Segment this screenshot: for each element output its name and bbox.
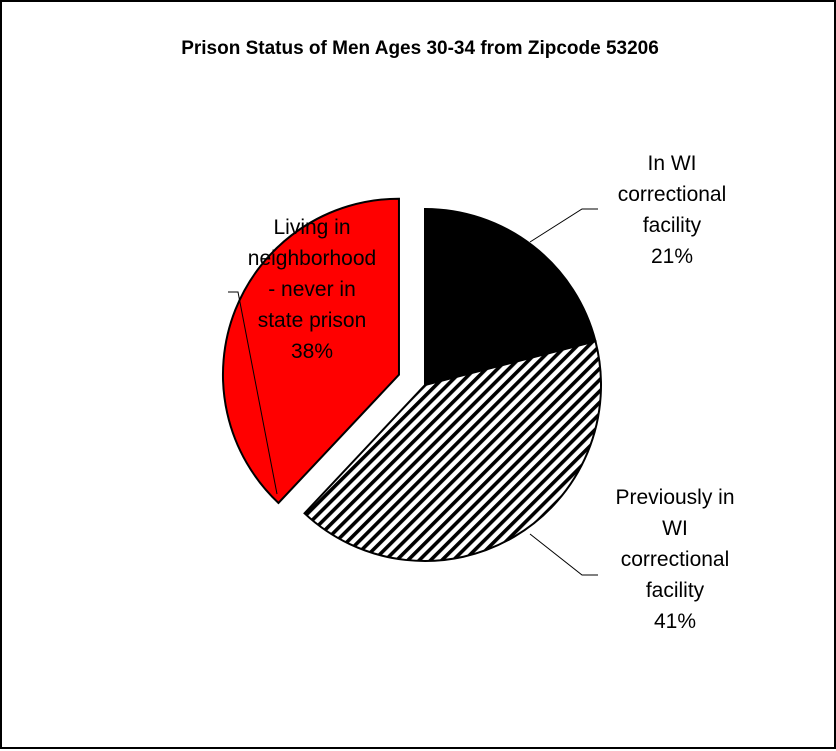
slice-label-line: facility bbox=[643, 214, 702, 237]
slice-percent-label: 38% bbox=[291, 340, 333, 363]
leader-line bbox=[529, 208, 598, 243]
slice-label-line: state prison bbox=[258, 309, 367, 332]
slice-label-line: correctional bbox=[618, 183, 727, 206]
slice-label-line: Previously in bbox=[615, 486, 734, 509]
slice-label-line: - never in bbox=[268, 278, 356, 301]
chart-title: Prison Status of Men Ages 30-34 from Zip… bbox=[181, 38, 659, 59]
slice-label-line: correctional bbox=[621, 548, 730, 571]
slice-label-line: Living in bbox=[273, 216, 350, 239]
slice-percent-label: 21% bbox=[651, 245, 693, 268]
pie-slice bbox=[303, 340, 602, 562]
slice-percent-label: 41% bbox=[654, 610, 696, 633]
pie-slice bbox=[424, 207, 597, 387]
slice-label-line: neighborhood bbox=[248, 247, 376, 270]
slice-label: Previously in WI correctional facility 41% bbox=[615, 486, 734, 633]
slice-label: Living in neighborhood - never in state pri… bbox=[248, 216, 376, 363]
slice-label: In WI correctional facility 21% bbox=[618, 152, 727, 268]
leader-line bbox=[529, 533, 598, 576]
slice-label-line: WI bbox=[662, 517, 688, 540]
pie-slice bbox=[222, 197, 400, 505]
slice-label-line: In WI bbox=[647, 152, 696, 175]
slice-label-line: facility bbox=[646, 579, 705, 602]
leader-line bbox=[228, 291, 278, 495]
